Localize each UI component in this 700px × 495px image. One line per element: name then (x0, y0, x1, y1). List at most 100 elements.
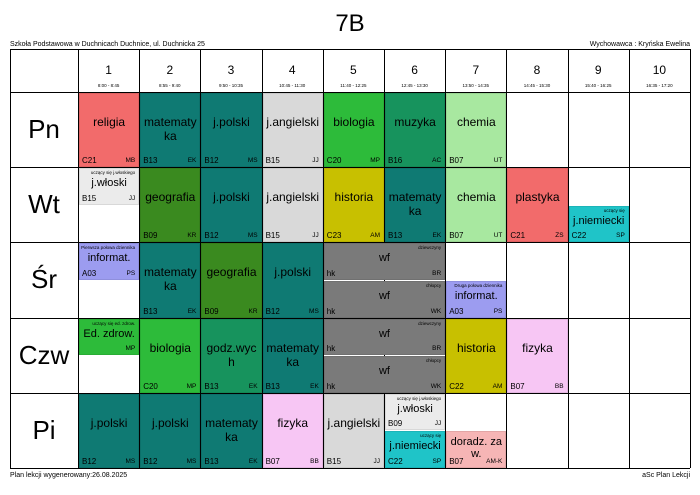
lesson-card[interactable]: fizyka B07 BB (262, 393, 323, 468)
lesson-teacher: MP (186, 382, 197, 390)
lesson-subject: j.niemiecki (389, 440, 441, 453)
lesson-card[interactable]: plastyka C21 ZS (507, 168, 568, 243)
lesson-card[interactable]: j.angielski B15 JJ (262, 93, 323, 168)
lesson-subject: chemia (456, 190, 496, 205)
period-header: 2 8:55 - 9:40 (139, 49, 200, 92)
lesson-card[interactable]: godz.wych B13 EK (201, 318, 262, 393)
lesson-card[interactable]: biologia C20 MP (323, 93, 384, 168)
lesson-card[interactable]: matematyka B13 EK (140, 93, 201, 168)
lesson-card[interactable]: informat. Druga połowa dziennika A03 PS (446, 281, 507, 318)
lesson-card[interactable]: chemia B07 UT (446, 93, 507, 168)
lesson-room: hk (326, 268, 336, 278)
grid-line-v (690, 49, 691, 468)
lesson-note: Pierwsza połowa dziennika (81, 245, 136, 251)
lesson-card[interactable]: matematyka B13 EK (262, 318, 323, 393)
lesson-card[interactable]: j.niemiecki uczący się C22 SP (568, 205, 629, 243)
lesson-card[interactable]: j.angielski B15 JJ (262, 168, 323, 243)
lesson-card[interactable]: j.polski B12 MS (262, 243, 323, 318)
software-credit: aSc Plan Lekcji (642, 472, 690, 479)
lesson-card[interactable]: matematyka B13 EK (201, 393, 262, 468)
lesson-subject: fizyka (522, 340, 553, 355)
lesson-card[interactable]: wf dziewczyny hk BR (323, 318, 446, 356)
lesson-card[interactable]: j.włoski uczący się j.włoskiego B15 JJ (79, 168, 140, 205)
lesson-card[interactable]: geografia B09 KR (201, 243, 262, 318)
grid-line-h (10, 92, 690, 93)
lesson-card[interactable]: matematyka B13 EK (140, 243, 201, 318)
lesson-card[interactable]: wf chłopcy hk WK (323, 281, 446, 318)
period-header: 1 8:00 - 8:45 (78, 49, 139, 92)
lesson-subject: informat. (454, 290, 498, 302)
lesson-subject: j.polski (213, 190, 250, 205)
lesson-card[interactable]: j.niemiecki uczący się C22 SP (385, 431, 446, 468)
period-header: 8 14:45 - 15:30 (506, 49, 567, 92)
period-time: 15:40 - 16:25 (584, 83, 612, 88)
lesson-card[interactable]: geografia B09 KR (140, 168, 201, 243)
lesson-teacher: JJ (312, 157, 319, 165)
lesson-subject: biologia (149, 340, 191, 355)
lesson-teacher: BB (554, 382, 564, 390)
lesson-card[interactable]: informat. Pierwsza połowa dziennika A03 PS (79, 243, 140, 280)
period-header: 6 12:45 - 13:30 (384, 49, 445, 92)
lesson-room: A03 (449, 306, 464, 316)
lesson-card[interactable]: historia C23 AM (323, 168, 384, 243)
period-number: 10 (652, 63, 667, 77)
lesson-room: B13 (143, 156, 158, 166)
lesson-subject: godz.wych (206, 340, 257, 369)
grid-line-v (322, 49, 324, 468)
lesson-teacher: JJ (128, 194, 136, 202)
day-label: Czw (18, 339, 70, 370)
lesson-subject: matematyka (388, 190, 442, 219)
generated-date: Plan lekcji wygenerowany:26.08.2025 (10, 472, 128, 479)
lesson-card[interactable]: muzyka B16 AC (385, 93, 446, 168)
lesson-card[interactable]: chemia B07 UT (446, 168, 507, 243)
lesson-teacher: UT (493, 232, 503, 240)
lesson-room: B12 (143, 456, 158, 466)
lesson-card[interactable]: j.włoski uczący się j.włoskiego B09 JJ (385, 393, 446, 431)
lesson-subject: plastyka (515, 190, 560, 205)
lesson-room: C22 (571, 231, 587, 241)
lesson-card[interactable]: j.polski B12 MS (201, 168, 262, 243)
lesson-subject: j.polski (90, 415, 128, 430)
grid-line-v (506, 49, 508, 468)
lesson-card[interactable]: fizyka B07 BB (507, 318, 568, 393)
lesson-room: C20 (143, 381, 158, 391)
lesson-teacher: EK (432, 232, 442, 240)
lesson-note: chłopcy (425, 358, 442, 364)
lesson-teacher: BR (432, 269, 442, 277)
lesson-card[interactable]: j.polski B12 MS (140, 393, 201, 468)
lesson-note: Druga połowa dziennika (454, 283, 503, 288)
lesson-room: B07 (449, 156, 464, 166)
lesson-room: B12 (204, 156, 219, 166)
lesson-subject: informat. (87, 252, 131, 265)
lesson-card[interactable]: j.angielski B15 JJ (323, 393, 384, 468)
lesson-card[interactable]: matematyka B13 EK (385, 168, 446, 243)
lesson-card[interactable]: j.polski B12 MS (79, 393, 140, 468)
lesson-room: B12 (82, 456, 97, 466)
lesson-card[interactable]: religia C21 MB (79, 93, 140, 168)
lesson-subject: geografia (145, 190, 196, 205)
lesson-subject: biologia (333, 115, 375, 130)
grid-line-v (445, 49, 447, 468)
lesson-note: uczący się ed. zdrow. (92, 320, 136, 326)
lesson-room: B07 (449, 231, 464, 241)
lesson-room: B13 (265, 381, 280, 391)
lesson-room: B09 (204, 306, 219, 316)
lesson-card[interactable]: biologia C20 MP (140, 318, 201, 393)
lesson-room: C20 (326, 156, 342, 166)
lesson-teacher: AM (370, 232, 380, 240)
lesson-subject: j.włoski (397, 402, 433, 415)
lesson-card[interactable]: Ed. zdrow. uczący się ed. zdrow. MP (79, 318, 140, 356)
lesson-teacher: BB (310, 457, 319, 465)
lesson-card[interactable]: j.polski B12 MS (201, 93, 262, 168)
lesson-teacher: MS (186, 457, 197, 465)
lesson-card[interactable]: historia C22 AM (446, 318, 507, 393)
lesson-room: C23 (326, 231, 342, 241)
lesson-subject: j.niemiecki (573, 214, 625, 227)
lesson-card[interactable]: wf chłopcy hk WK (323, 356, 446, 393)
period-time: 9:50 - 10:35 (218, 83, 243, 88)
lesson-card[interactable]: doradz. zaw. B07 AM-K (446, 431, 507, 468)
lesson-teacher: AM (492, 382, 503, 390)
grid-line-v (78, 49, 79, 468)
lesson-room: B13 (143, 306, 158, 316)
lesson-card[interactable]: wf dziewczyny hk BR (323, 243, 446, 280)
